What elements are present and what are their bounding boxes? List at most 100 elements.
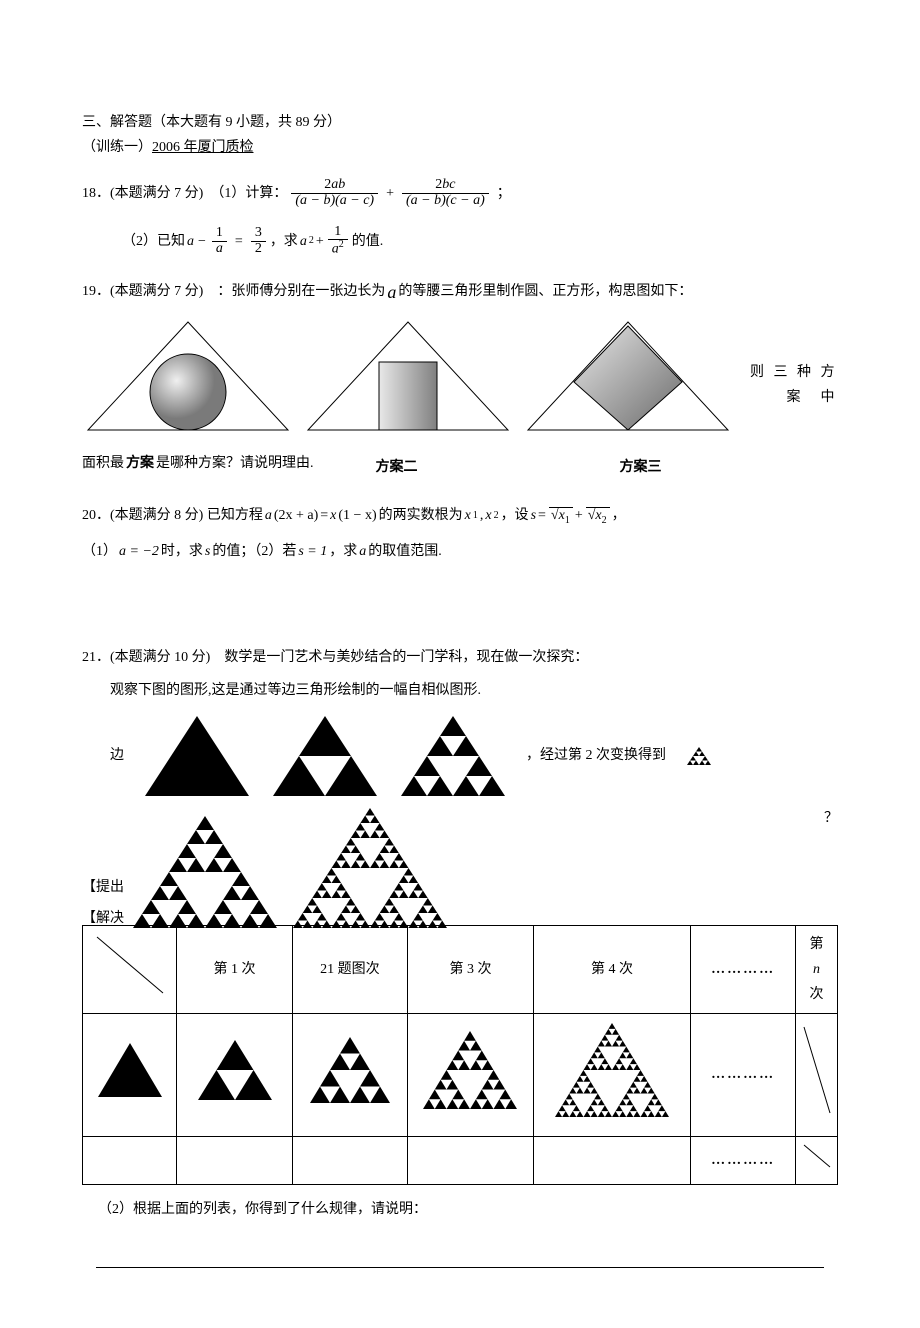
sq2s: 2 (602, 514, 607, 525)
coln-a: 第 (800, 932, 833, 957)
x2: x (485, 503, 491, 528)
col2-suf: 次 (366, 962, 380, 977)
section-sub: （训练一）2006 年厦门质检 (82, 135, 838, 160)
schemes-row: 则 三 种 方 案 中 (82, 316, 838, 445)
q21-head: 21．(本题满分 10 分) 数学是一门艺术与美妙结合的一门学科，现在做一次探究… (82, 645, 838, 670)
tri-2 (307, 1034, 393, 1106)
q19-after-bold: 方案 (126, 451, 154, 476)
f1-den: (a − b)(a − c) (291, 194, 378, 209)
coln-b: n (800, 957, 833, 982)
scheme1-svg (82, 316, 294, 436)
rf-den: 2 (251, 242, 266, 257)
coln: 第 n 次 (796, 925, 838, 1014)
x2s: 2 (494, 507, 499, 525)
q18-head: 18．(本题满分 7 分) （1）计算： (82, 181, 287, 206)
q19-after-b: 是哪种方案？请说明理由. (156, 451, 314, 476)
sub-text: （训练一） (82, 140, 152, 155)
scheme2-svg (302, 316, 514, 436)
q18-lfrac: 1 a (212, 226, 227, 256)
diag-cell (95, 935, 165, 995)
col1: 第 1 次 (177, 925, 292, 1014)
tri-0 (95, 1040, 165, 1100)
minus: − (198, 229, 206, 254)
q21-text-mid: ，经过第 2 次变换得到 (526, 743, 666, 768)
scheme-2 (302, 316, 514, 445)
q20-l2a: （1） (82, 539, 117, 564)
col4: 第 4 次 (533, 925, 690, 1014)
a2: a (300, 229, 307, 254)
q19-a: a (387, 276, 396, 308)
q21-tag1: 【提出 (82, 880, 124, 895)
q20-l2f: s = 1 (298, 539, 327, 564)
sq1s: 1 (565, 514, 570, 525)
plus2: + (316, 229, 324, 254)
sqrt2: √x2 (585, 503, 610, 530)
q20-l2b: a = −2 (119, 539, 159, 564)
question-19: 19．(本题满分 7 分) ：张师傅分别在一张边长为 a 的等腰三角形里制作圆、… (82, 276, 838, 481)
x1s: 1 (473, 507, 478, 525)
q19-side1: 则 三 种 方 (750, 360, 838, 385)
q20-set: ，设 (501, 503, 529, 528)
q20-mid: 的两实数根为 (379, 503, 463, 528)
q21-obs: 观察下图的图形,这是通过等边三角形绘制的一幅自相似图形. (110, 678, 838, 703)
q20-head: 20．(本题满分 8 分) 已知方程 (82, 503, 263, 528)
q18-frac1: 2ab (a − b)(a − c) (291, 178, 378, 208)
pattern-table: 第 1 次 21 题图次 第 3 次 第 4 次 ………… 第 n 次 ………… (82, 925, 838, 1185)
tri-3 (420, 1028, 520, 1112)
question-20: 20．(本题满分 8 分) 已知方程 a (2x + a) = x (1 − x… (82, 503, 838, 565)
q19-head-b: 的等腰三角形里制作圆、正方形，构思图如下： (398, 279, 692, 304)
sierp-3-big (130, 813, 280, 931)
section-heading: 三、解答题（本大题有 9 小题，共 89 分） (82, 110, 838, 135)
rf2-num: 1 (330, 225, 345, 240)
q20-lhs-inner: (2x + a) (274, 503, 318, 528)
q18-tail2: 的值. (352, 229, 384, 254)
plus-sqrt: + (575, 503, 583, 528)
q21-tag1-tail: ？ (824, 806, 838, 831)
f1-b: ab (331, 177, 345, 192)
comma: , (480, 503, 484, 528)
q20-l2i: 的取值范围. (368, 539, 442, 564)
q18-p2-pre: （2）已知 (122, 229, 185, 254)
img-dots: ………… (691, 1014, 796, 1136)
lf-num: 1 (212, 226, 227, 241)
tri-1 (195, 1037, 275, 1103)
answer-line (96, 1244, 824, 1268)
question-21: 21．(本题满分 10 分) 数学是一门艺术与美妙结合的一门学科，现在做一次探究… (82, 645, 838, 1269)
f2-den: (a − b)(c − a) (402, 194, 489, 209)
col-dots: ………… (691, 925, 796, 1014)
q19-side2: 案 中 (750, 385, 838, 410)
question-18: 18．(本题满分 7 分) （1）计算： 2ab (a − b)(a − c) … (82, 178, 838, 257)
q20-rhs-inner: (1 − x) (338, 503, 376, 528)
col3: 第 3 次 (408, 925, 534, 1014)
q20-l2e: 的值；（2）若 (212, 539, 296, 564)
coln-c: 次 (800, 982, 833, 1007)
scheme3-label: 方案三 (620, 455, 662, 480)
sierp-1 (270, 713, 380, 799)
col2-pre: 21 题图 (320, 962, 366, 977)
q18-frac2: 2bc (a − b)(c − a) (402, 178, 489, 208)
q19-after-a: 面积最 (82, 451, 124, 476)
col2: 21 题图次 (292, 925, 407, 1014)
s: s (531, 503, 536, 528)
q18-rfrac2: 1 a2 (328, 225, 348, 258)
scheme2-label: 方案二 (376, 455, 418, 480)
sierp-2 (398, 713, 508, 799)
x1: x (465, 503, 471, 528)
sierp-4-big (290, 805, 450, 931)
q20-tail: ， (612, 503, 626, 528)
diag-cell3 (802, 1143, 832, 1169)
q21-tag2: 【解决 (82, 911, 124, 926)
plus: + (386, 181, 394, 206)
q21-rule: （2）根据上面的列表，你得到了什么规律，请说明： (98, 1197, 838, 1222)
scheme3-svg (522, 316, 734, 436)
q20-a: a (265, 503, 272, 528)
sqrt1: √x1 (548, 503, 573, 530)
tri-4 (552, 1020, 672, 1120)
diag-cell2 (802, 1025, 832, 1115)
q20-eqmid: = (320, 503, 328, 528)
rf-num: 3 (251, 226, 266, 241)
sierp-2-small (684, 744, 714, 768)
q21-text-left: 边 (110, 743, 124, 768)
q20-l2d: s (205, 539, 210, 564)
q18-rfrac1: 3 2 (251, 226, 266, 256)
